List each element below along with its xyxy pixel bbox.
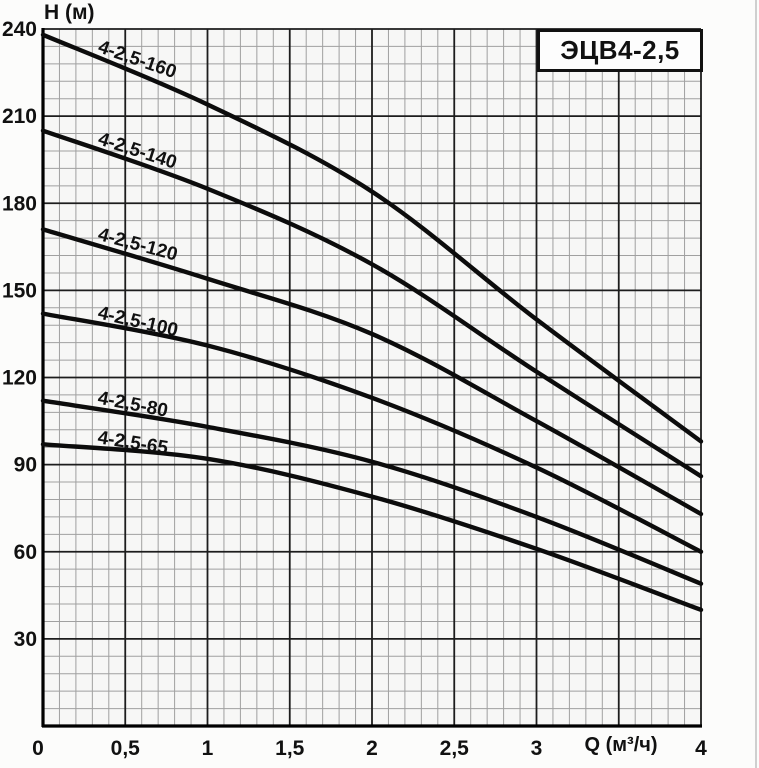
chart-title: ЭЦВ4-2,5 xyxy=(560,35,680,65)
scan-edge-line xyxy=(755,0,757,768)
x-tick-0: 0 xyxy=(32,737,44,760)
curve-4-2-5-140 xyxy=(40,128,704,479)
x-tick-1: 1 xyxy=(202,737,214,760)
x-axis-label: Q (м³/ч) xyxy=(584,734,658,756)
x-tick-2: 2 xyxy=(366,737,378,760)
axes xyxy=(41,28,702,728)
y-tick-210: 210 xyxy=(2,105,37,128)
y-tick-120: 120 xyxy=(2,367,37,390)
x-tick-4: 4 xyxy=(695,737,707,760)
x-tick-0-5: 0,5 xyxy=(111,737,141,760)
y-tick-240: 240 xyxy=(2,18,37,41)
y-tick-150: 150 xyxy=(2,279,37,302)
y-tick-60: 60 xyxy=(14,541,37,564)
pump-curves xyxy=(40,32,704,613)
curve-4-2-5-160 xyxy=(40,32,704,444)
x-tick-1-5: 1,5 xyxy=(275,737,305,760)
x-tick-2-5: 2,5 xyxy=(440,737,470,760)
y-tick-30: 30 xyxy=(14,628,37,651)
chart-title-box: ЭЦВ4-2,5 xyxy=(537,29,703,72)
curve-4-2-5-120 xyxy=(40,227,704,517)
x-tick-3: 3 xyxy=(531,737,543,760)
curve-4-2-5-65 xyxy=(40,442,704,613)
y-tick-180: 180 xyxy=(2,192,37,215)
y-axis-label: Н (м) xyxy=(44,1,95,24)
curve-4-2-5-80 xyxy=(40,398,704,586)
curve-4-2-5-100 xyxy=(40,311,704,554)
y-tick-90: 90 xyxy=(14,454,37,477)
